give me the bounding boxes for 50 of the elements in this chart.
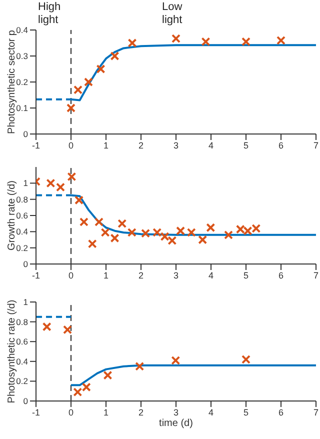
x-tick-label: 5 — [243, 407, 249, 418]
y-tick-label: 0 — [23, 259, 28, 270]
x-tick-label: 0 — [68, 407, 74, 418]
x-tick-label: 2 — [138, 407, 144, 418]
x-tick-label: 7 — [313, 140, 319, 150]
x-tick-label: 3 — [173, 407, 179, 418]
y-axis-title: Growth rate (/d) — [6, 180, 18, 251]
x-tick-label: 5 — [243, 140, 249, 150]
text: Low light — [162, 1, 184, 27]
x-tick-label: 6 — [278, 270, 284, 280]
x-tick-label: 3 — [173, 140, 179, 150]
x-tick-label: 2 — [138, 140, 144, 150]
y-tick-label: 0.6 — [16, 336, 28, 347]
x-tick-label: 4 — [208, 140, 214, 150]
x-axis-title: time (d) — [159, 418, 193, 430]
x-tick-label: 0 — [68, 140, 74, 150]
x-tick-label: 1 — [103, 407, 109, 418]
y-tick-label: 0.8 — [16, 194, 28, 204]
x-tick-label: -1 — [32, 270, 40, 280]
y-tick-label: 0.4 — [16, 25, 28, 36]
y-tick-label: 0.2 — [16, 242, 28, 253]
y-tick-label: 0 — [23, 396, 28, 406]
y-tick-label: 0.2 — [16, 77, 28, 88]
x-tick-label: 7 — [313, 270, 319, 280]
y-axis-title: Photosynthetic rate (/d) — [6, 300, 18, 404]
y-tick-label: 0.8 — [16, 316, 28, 327]
y-tick-label: 0.4 — [16, 356, 28, 366]
text: High light — [38, 1, 62, 27]
x-tick-label: 7 — [313, 407, 319, 418]
x-tick-label: 0 — [68, 270, 74, 280]
x-tick-label: 1 — [103, 270, 109, 280]
x-tick-label: 5 — [243, 270, 249, 280]
x-tick-label: -1 — [32, 140, 40, 150]
y-tick-label: 0 — [23, 129, 28, 140]
y-axis-title: Photosynthetic sector p — [6, 30, 18, 134]
y-tick-label: 0.4 — [16, 226, 28, 237]
x-tick-label: 2 — [138, 270, 144, 280]
x-tick-label: -1 — [32, 407, 40, 418]
y-tick-label: 0.6 — [16, 210, 28, 221]
x-tick-label: 3 — [173, 270, 179, 280]
x-tick-label: 6 — [278, 140, 284, 150]
x-tick-label: 6 — [278, 407, 284, 418]
y-tick-label: 0.3 — [16, 51, 28, 62]
y-tick-label: 0.1 — [16, 103, 28, 114]
x-tick-label: 1 — [103, 140, 109, 150]
x-tick-label: 4 — [208, 270, 214, 280]
y-tick-label: 0.2 — [16, 376, 28, 386]
y-tick-label: 1 — [23, 178, 28, 188]
y-tick-label: 1 — [23, 297, 28, 308]
x-tick-label: 4 — [208, 407, 214, 418]
